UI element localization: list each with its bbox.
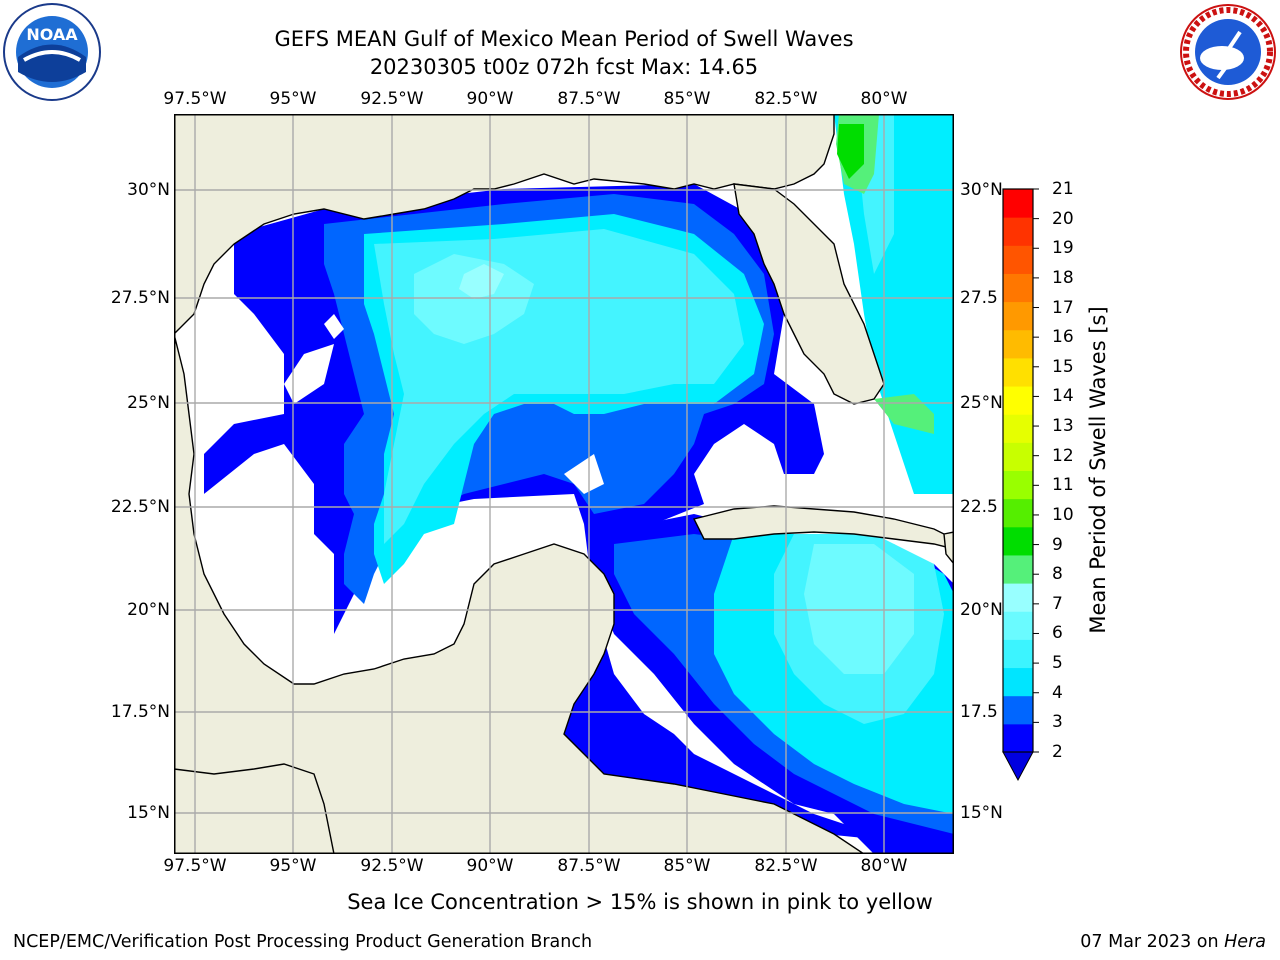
lat-label-right: 25°N (960, 393, 1003, 413)
colorbar-segment (1003, 442, 1033, 471)
colorbar-tick-label: 17 (1052, 297, 1074, 318)
colorbar-segment (1003, 245, 1033, 274)
swell-period-map (174, 114, 954, 854)
lon-label-bottom: 92.5°W (360, 856, 424, 876)
lat-label-right: 15°N (960, 803, 1003, 823)
lon-label-bottom: 80°W (860, 856, 908, 876)
lat-label-right: 30°N (960, 180, 1003, 200)
mexico-coast (174, 333, 866, 854)
lon-label-top: 82.5°W (754, 89, 818, 109)
lon-label-top: 97.5°W (163, 89, 227, 109)
lon-label-bottom: 95°W (269, 856, 317, 876)
noaa-logo: NOAA (2, 2, 102, 102)
lon-label-top: 80°W (860, 89, 908, 109)
colorbar-segment (1003, 273, 1033, 303)
lat-label-right: 22.5 (960, 497, 998, 517)
credit-branch: NCEP/EMC/Verification Post Processing Pr… (13, 932, 593, 952)
lon-label-bottom: 85°W (663, 856, 711, 876)
central-america (174, 763, 335, 854)
us-gulf-coast (174, 114, 835, 335)
lat-label-left: 15°N (127, 803, 170, 823)
florida-peninsula (733, 183, 885, 405)
cuba (692, 505, 954, 550)
nws-logo (1178, 2, 1278, 102)
lat-label-right: 27.5 (960, 288, 998, 308)
lat-label-left: 20°N (127, 600, 170, 620)
colorbar-segment (1003, 695, 1033, 725)
colorbar-segment (1003, 329, 1033, 359)
colorbar-segment (1003, 357, 1033, 387)
lat-label-left: 30°N (127, 180, 170, 200)
colorbar-segment (1003, 414, 1033, 443)
colorbar-tick-label: 13 (1052, 416, 1074, 437)
colorbar-under-arrow (1002, 751, 1034, 782)
lon-label-top: 95°W (269, 89, 317, 109)
chart-title: GEFS MEAN Gulf of Mexico Mean Period of … (274, 27, 854, 51)
colorbar-tick-label: 5 (1052, 653, 1063, 674)
lon-label-bottom: 90°W (466, 856, 514, 876)
swell-band-atlantic-10-11s (837, 124, 864, 179)
colorbar-tick-label: 4 (1052, 682, 1063, 703)
gridlines (174, 114, 954, 854)
colorbar-tick-label: 2 (1052, 742, 1063, 762)
colorbar-tick-label: 14 (1052, 386, 1074, 407)
colorbar-segment (1003, 470, 1033, 500)
lon-label-bottom: 97.5°W (163, 856, 227, 876)
hispaniola-edge (943, 531, 954, 566)
colorbar-frame (1002, 188, 1034, 753)
noaa-logo-text: NOAA (26, 25, 78, 44)
credit-host: Hera (1224, 932, 1266, 952)
colorbar-segment (1003, 554, 1033, 584)
colorbar-tick-label: 12 (1052, 445, 1074, 466)
colorbar-tick-label: 10 (1052, 504, 1074, 525)
colorbar-tick-label: 19 (1052, 238, 1074, 259)
colorbar-tick-label: 16 (1052, 327, 1074, 348)
colorbar-label: Mean Period of Swell Waves [s] (1086, 306, 1110, 634)
colorbar-tick-label: 20 (1052, 208, 1074, 229)
colorbar-segment (1003, 526, 1033, 556)
credit-date: 07 Mar 2023 on Hera (1080, 932, 1266, 952)
colorbar-tick-label: 7 (1052, 593, 1063, 614)
lon-label-bottom: 82.5°W (754, 856, 818, 876)
colorbar-tick-label: 8 (1052, 564, 1063, 585)
colorbar-segment (1003, 667, 1033, 697)
colorbar-segment (1003, 498, 1033, 528)
lat-label-left: 25°N (127, 393, 170, 413)
lon-label-top: 90°W (466, 89, 514, 109)
lon-label-top: 92.5°W (360, 89, 424, 109)
colorbar-segment (1003, 583, 1033, 612)
colorbar-segment (1003, 639, 1033, 669)
lat-label-left: 22.5°N (110, 497, 170, 517)
colorbar-tick-label: 11 (1052, 475, 1074, 496)
land (174, 114, 954, 854)
lon-label-top: 87.5°W (557, 89, 621, 109)
colorbar-tick-label: 21 (1052, 179, 1074, 199)
lon-label-bottom: 87.5°W (557, 856, 621, 876)
lat-label-right: 20°N (960, 600, 1003, 620)
colorbar (1002, 188, 1039, 782)
swell-band-bahamas-green (874, 394, 934, 434)
chart-subtitle: 20230305 t00z 072h fcst Max: 14.65 (369, 55, 759, 79)
missing-data (194, 314, 604, 674)
swell-band-8-9s (459, 264, 504, 299)
map-frame (174, 114, 954, 854)
lat-label-right: 17.5 (960, 702, 998, 722)
colorbar-tick-label: 3 (1052, 712, 1063, 733)
colorbar-segment (1003, 301, 1033, 331)
colorbar-tick-label: 9 (1052, 534, 1063, 555)
sea-ice-note: Sea Ice Concentration > 15% is shown in … (347, 890, 933, 914)
colorbar-tick-label: 18 (1052, 267, 1074, 288)
colorbar-segment (1003, 611, 1033, 640)
colorbar-tick-label: 15 (1052, 356, 1074, 377)
swell-band-caribbean-7-8s (804, 544, 914, 674)
colorbar-segment (1003, 217, 1033, 246)
colorbar-segment (1003, 189, 1033, 218)
lat-label-left: 27.5°N (110, 288, 170, 308)
colorbar-tick-label: 6 (1052, 623, 1063, 644)
colorbar-segment (1003, 723, 1033, 753)
lon-label-top: 85°W (663, 89, 711, 109)
credit-date-text: 07 Mar 2023 on (1080, 932, 1225, 952)
lat-label-left: 17.5°N (110, 702, 170, 722)
colorbar-segment (1003, 386, 1033, 415)
